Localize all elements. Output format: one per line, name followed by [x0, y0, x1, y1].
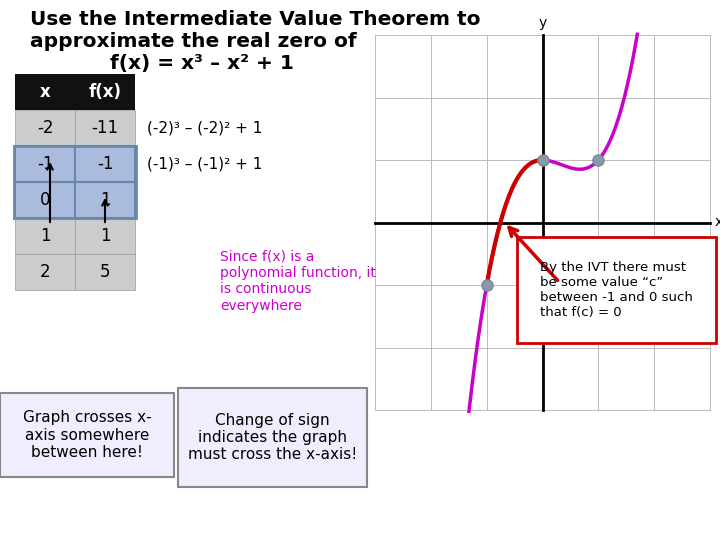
Text: 1: 1	[40, 227, 50, 245]
Text: (-1)³ – (-1)² + 1: (-1)³ – (-1)² + 1	[147, 157, 262, 172]
Bar	[15, 110, 75, 146]
Text: 1: 1	[99, 191, 110, 209]
Text: By the IVT there must
be some value “c”
between -1 and 0 such
that f(c) = 0: By the IVT there must be some value “c” …	[540, 261, 693, 319]
FancyBboxPatch shape	[517, 237, 716, 343]
Text: (-2)³ – (-2)² + 1: (-2)³ – (-2)² + 1	[147, 120, 262, 136]
Text: -11: -11	[91, 119, 119, 137]
FancyBboxPatch shape	[0, 393, 174, 477]
Text: -2: -2	[37, 119, 53, 137]
Bar	[15, 254, 75, 290]
Text: f(x): f(x)	[89, 83, 122, 101]
Text: 1: 1	[99, 227, 110, 245]
Text: y: y	[539, 16, 546, 30]
Text: approximate the real zero of: approximate the real zero of	[30, 32, 356, 51]
Bar	[75, 74, 135, 110]
Text: 2: 2	[40, 263, 50, 281]
Text: Since f(x) is a
polynomial function, it
is continuous
everywhere: Since f(x) is a polynomial function, it …	[220, 250, 376, 313]
Bar	[15, 182, 75, 218]
Text: 0: 0	[40, 191, 50, 209]
Text: x: x	[715, 215, 720, 230]
Text: Use the Intermediate Value Theorem to: Use the Intermediate Value Theorem to	[30, 10, 480, 29]
Bar	[75, 146, 135, 182]
Bar	[75, 110, 135, 146]
Bar	[75, 254, 135, 290]
Bar	[15, 218, 75, 254]
Bar	[14, 146, 136, 218]
Text: -1: -1	[37, 155, 53, 173]
Bar	[15, 146, 75, 182]
Text: 5: 5	[100, 263, 110, 281]
Bar	[75, 218, 135, 254]
Text: f(x) = x³ – x² + 1: f(x) = x³ – x² + 1	[110, 54, 294, 73]
Text: -1: -1	[96, 155, 113, 173]
Bar	[15, 74, 75, 110]
Text: Graph crosses x-
axis somewhere
between here!: Graph crosses x- axis somewhere between …	[23, 410, 151, 460]
Bar	[75, 182, 135, 218]
Text: Change of sign
indicates the graph
must cross the x-axis!: Change of sign indicates the graph must …	[188, 413, 357, 462]
FancyBboxPatch shape	[178, 388, 367, 487]
Text: x: x	[40, 83, 50, 101]
